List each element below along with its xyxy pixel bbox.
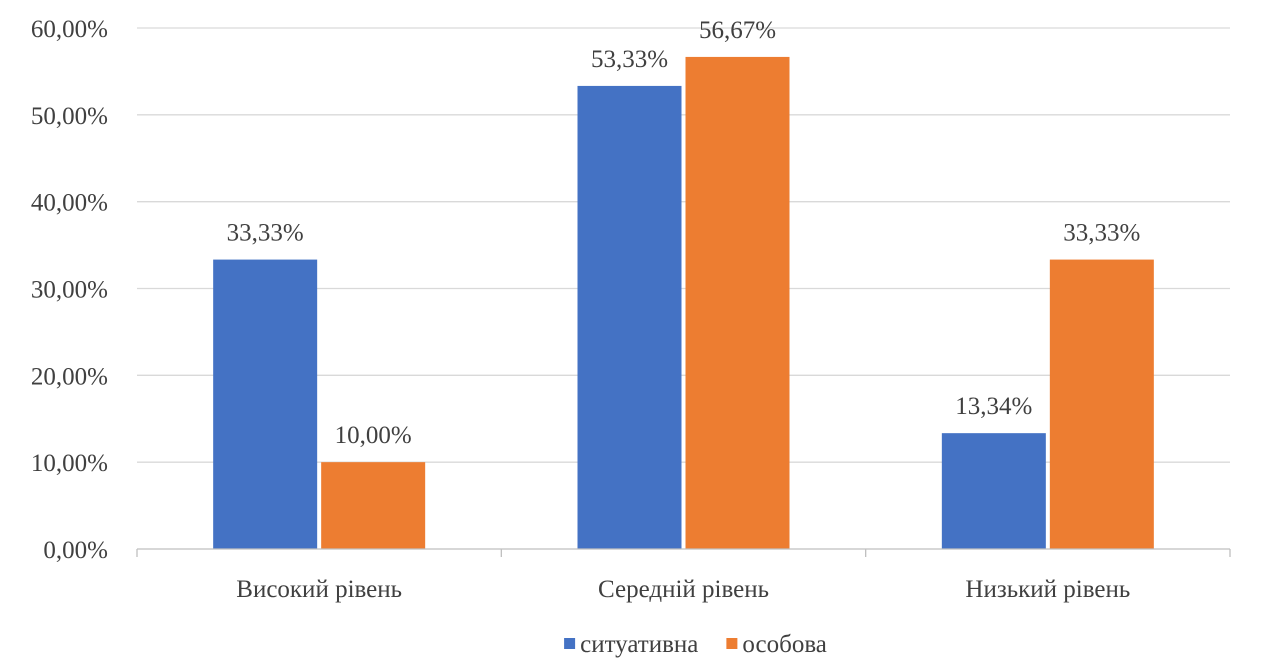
x-axis-category-labels: Високий рівень Середній рівень Низький рів… (236, 576, 1130, 603)
gridlines (137, 27, 1230, 463)
y-tick-label: 0,00% (43, 537, 108, 564)
y-tick-label: 30,00% (31, 277, 108, 304)
bars (213, 56, 1154, 550)
y-tick-label: 50,00% (31, 103, 108, 130)
y-tick-label: 60,00% (31, 16, 108, 43)
legend-item: особова (726, 631, 827, 658)
data-label: 56,67% (699, 17, 776, 44)
y-tick-label: 20,00% (31, 363, 108, 390)
legend-label: особова (742, 631, 827, 658)
y-axis-tick-labels: 0,00% 10,00% 20,00% 30,00% 40,00% 50,00% 60,00… (31, 16, 108, 564)
category-label: Середній рівень (598, 576, 769, 603)
x-axis (136, 548, 1231, 557)
bar-personal (1049, 259, 1154, 549)
data-label: 13,34% (955, 393, 1032, 420)
data-label: 33,33% (1063, 220, 1140, 247)
legend-label: ситуативна (580, 631, 698, 658)
bar-personal (321, 462, 426, 549)
bar-personal (685, 56, 790, 550)
bar-situational (213, 259, 318, 549)
legend-item: ситуативна (564, 631, 698, 658)
data-labels: 33,33% 10,00% 53,33% 56,67% 13,34% 33,33% (227, 17, 1141, 449)
category-label: Високий рівень (236, 576, 402, 603)
legend: ситуативна особова (564, 631, 827, 658)
data-label: 33,33% (227, 220, 304, 247)
legend-swatch (726, 638, 738, 649)
bar-situational (941, 433, 1046, 549)
y-tick-label: 10,00% (31, 450, 108, 477)
legend-swatch (564, 638, 576, 649)
bar-situational (577, 85, 682, 549)
data-label: 10,00% (335, 422, 412, 449)
y-tick-label: 40,00% (31, 190, 108, 217)
data-label: 53,33% (591, 46, 668, 73)
category-label: Низький рівень (965, 576, 1130, 603)
